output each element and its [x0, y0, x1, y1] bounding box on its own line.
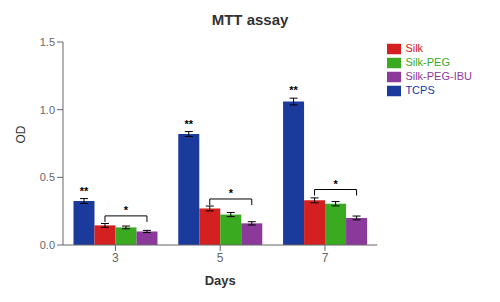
svg-text:OD: OD — [14, 125, 28, 143]
html-text:Silk: Silk — [405, 42, 424, 54]
svg-text:1.5: 1.5 — [40, 36, 55, 48]
svg-text:5: 5 — [217, 251, 224, 265]
svg-text:1.0: 1.0 — [40, 104, 55, 116]
svg-text:**: ** — [80, 185, 89, 197]
html-text:Silk-PEG: Silk-PEG — [405, 56, 450, 69]
svg-text:*: * — [124, 204, 129, 216]
svg-text:3: 3 — [112, 251, 119, 265]
svg-text:**: ** — [184, 118, 193, 130]
html-text:MTT assay: MTT assay — [211, 11, 289, 28]
svg-text:*: * — [333, 178, 338, 190]
svg-text:Days: Days — [205, 273, 236, 288]
svg-text:0.0: 0.0 — [40, 239, 55, 251]
html-text:Silk-PEG-IBU: Silk-PEG-IBU — [405, 70, 472, 83]
svg-text:**: ** — [289, 84, 298, 96]
svg-text:0.5: 0.5 — [40, 171, 55, 183]
svg-text:*: * — [229, 187, 234, 199]
svg-text:7: 7 — [322, 251, 329, 265]
html-text:TCPS: TCPS — [405, 84, 435, 97]
